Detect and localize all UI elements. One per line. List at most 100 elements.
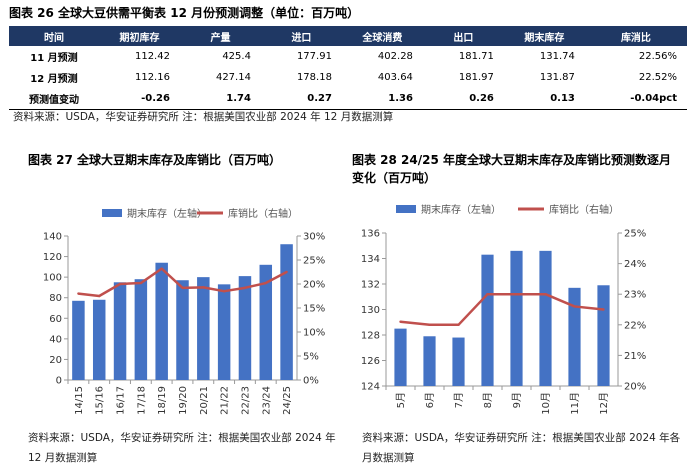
chart27-ratio-point [181, 286, 184, 290]
chart28-legend-bar-swatch [396, 205, 416, 213]
balance-table: 时间 期初库存 产量 进口 全球消费 出口 期末库存 库消比 11 月预测 11… [9, 26, 687, 110]
table-cell: 177.91 [296, 51, 332, 62]
header-cell: 期末库存 [503, 26, 585, 46]
chart27-ratio-point [160, 267, 163, 270]
chart27-bar [176, 280, 189, 380]
chart28-ratio-point [573, 305, 576, 308]
chart28-legend-line-label: 库销比（右轴） [549, 203, 619, 216]
chart27-bar [238, 276, 252, 380]
chart28-x-tick-label: 8月 [482, 392, 494, 408]
chart27-ratio-point [139, 281, 143, 285]
table-source-note: 资料来源：USDA，华安证券研究所 注：根据美国农业部 2024 年 12 月数… [13, 111, 394, 123]
chart28-left-tick-label: 134 [361, 254, 380, 265]
chart27-title: 图表 27 全球大豆期末库存及库销比（百万吨） [28, 153, 282, 167]
chart27-left-tick-label: 0 [56, 376, 62, 387]
table-cell: 181.97 [458, 72, 494, 83]
chart27-legend-bar-swatch [102, 209, 122, 217]
chart27-right-tick-label: 20% [303, 280, 325, 291]
chart28-x-tick-label: 6月 [424, 392, 436, 408]
header-cell: 库消比 [584, 26, 687, 46]
chart27-left-tick-label: 140 [43, 232, 62, 243]
chart28-legend-bar-label: 期末库存（左轴） [421, 203, 501, 216]
chart27-right-tick-label: 5% [303, 352, 319, 363]
chart27-ratio-point [118, 282, 122, 286]
chart28-x-tick-label: 11月 [569, 392, 581, 415]
chart28-bar [597, 285, 610, 386]
table-cell: -0.26 [98, 88, 180, 110]
table-row: 11 月预测 112.42 425.4 177.91 402.28 181.71… [9, 46, 687, 67]
chart28-right-tick-label: 20% [624, 382, 646, 393]
chart28-left-tick-label: 128 [361, 331, 380, 342]
table-cell: 1.36 [341, 88, 423, 110]
chart27-ratio-point [202, 286, 205, 289]
chart27-left-tick-label: 100 [43, 273, 62, 284]
chart28-right-tick-label: 23% [624, 290, 646, 301]
chart28-x-tick-label: 10月 [540, 392, 552, 415]
chart27-bar [155, 262, 168, 380]
row-label: 12 月预测 [30, 74, 78, 85]
chart27-ratio-point [264, 281, 267, 285]
chart28-x-tick-label: 7月 [453, 392, 465, 408]
table-cell: 22.52% [638, 72, 677, 83]
table-cell: 178.18 [296, 72, 332, 83]
header-cell: 产量 [179, 26, 261, 46]
chart28-source-note: 资料来源：USDA，华安证券研究所 注：根据美国农业部 2024 年各月数据测算 [362, 432, 681, 464]
chart28-bar [481, 254, 494, 386]
chart27-right-tick-label: 15% [303, 304, 325, 315]
table-title: 图表 26 全球大豆供需平衡表 12 月份预测调整（单位：百万吨） [9, 6, 360, 20]
table-cell: 112.42 [134, 51, 170, 62]
chart28-bar [539, 250, 552, 386]
chart28-x-tick-label: 12月 [598, 392, 610, 415]
header-cell: 期初库存 [98, 26, 180, 46]
chart28-bar [510, 250, 523, 386]
chart27-ratio-point [243, 286, 247, 290]
chart27-ratio-point [98, 294, 101, 298]
chart28-ratio-point [602, 308, 605, 311]
chart27-source-note: 资料来源：USDA，华安证券研究所 注：根据美国农业部 2024 年 12 月数… [28, 432, 336, 464]
chart28-bar [423, 336, 436, 386]
row-label: 11 月预测 [30, 53, 78, 64]
chart28-left-tick-label: 126 [361, 356, 380, 367]
table-cell: 1.74 [179, 88, 261, 110]
chart27-x-tick-label: 20/21 [199, 386, 210, 415]
table-row: 12 月预测 112.16 427.14 178.18 403.64 181.9… [9, 67, 687, 88]
chart27-left-tick-label: 80 [49, 293, 62, 304]
table-cell: 181.71 [458, 51, 494, 62]
chart28-bar [394, 328, 407, 386]
chart28-left-tick-label: 136 [361, 229, 380, 240]
chart27-legend-line-label: 库销比（右轴） [228, 207, 298, 220]
chart27-x-tick-label: 16/17 [116, 386, 127, 415]
chart28-ratio-point [457, 323, 460, 326]
chart27-bar [113, 282, 127, 380]
chart27-left-tick-label: 120 [43, 252, 62, 263]
chart28-ratio-point [428, 323, 431, 326]
chart27-x-tick-label: 15/16 [95, 386, 106, 415]
chart27-ratio-point [285, 270, 288, 274]
table-header-row: 时间 期初库存 产量 进口 全球消费 出口 期末库存 库消比 [9, 26, 687, 46]
header-cell: 进口 [260, 26, 342, 46]
chart27-right-tick-label: 30% [303, 232, 325, 243]
chart27-bar [217, 284, 231, 380]
chart27-bar [280, 244, 293, 380]
chart28-left-tick-label: 124 [361, 382, 380, 393]
chart28-title: 图表 28 24/25 年度全球大豆期末库存及库销比预测数逐月变化（百万吨） [352, 153, 672, 185]
chart28-right-tick-label: 24% [624, 259, 646, 270]
chart27-bar [92, 299, 106, 380]
chart27-ratio-point [222, 290, 226, 293]
chart28-ratio-point [544, 293, 547, 296]
table-cell: 403.64 [377, 72, 413, 83]
chart27-x-tick-label: 24/25 [282, 386, 293, 415]
chart27-left-tick-label: 60 [49, 314, 62, 325]
table-cell: 427.14 [215, 72, 251, 83]
chart28-left-tick-label: 130 [361, 305, 380, 316]
header-cell: 时间 [9, 26, 99, 46]
chart28-right-tick-label: 21% [624, 351, 646, 362]
chart27-right-tick-label: 0% [303, 376, 319, 387]
table-cell: 0.26 [422, 88, 504, 110]
table-cell: 402.28 [377, 51, 413, 62]
chart27-bar [134, 279, 148, 380]
chart27-bar [72, 300, 85, 380]
chart27-right-tick-label: 25% [303, 256, 325, 267]
chart27-legend-bar-label: 期末库存（左轴） [127, 207, 207, 220]
table-cell: 22.56% [638, 51, 677, 62]
